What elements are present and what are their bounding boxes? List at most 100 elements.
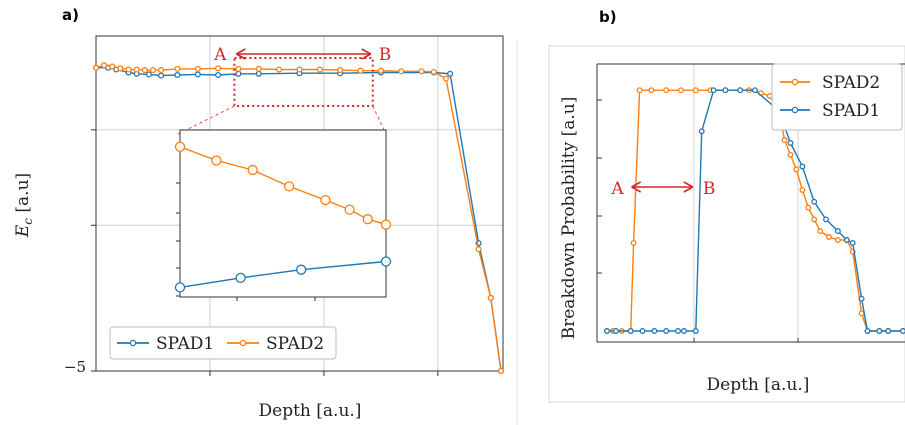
panel-b-series-spad1-point-8 — [692, 328, 699, 334]
panel-b-legend — [771, 63, 903, 131]
panel-b-legend-box — [771, 63, 903, 131]
panel-a-inset-spad2-point-4 — [320, 194, 331, 206]
panel-b-series-spad2-point-24 — [826, 234, 832, 240]
panel-a-series-spad2-point-13 — [255, 65, 262, 72]
panel-a-inset-spad2-point-3 — [283, 181, 295, 192]
panel-b-series-spad2-point-19 — [793, 166, 800, 173]
panel-b-series-spad1-point-6 — [675, 328, 681, 334]
panel-b-series-spad1-point-7 — [681, 328, 687, 334]
panel-a-series-spad2-point-24 — [475, 246, 482, 253]
panel-b-legend-marker-spad2 — [791, 78, 799, 86]
panel-a-legend-label-spad2: SPAD2 — [266, 334, 324, 354]
panel-a-series-spad1-point-8 — [194, 71, 201, 78]
panel-a-legend — [109, 326, 337, 360]
panel-b-series-spad1-point-1 — [612, 328, 619, 334]
panel-a-legend-marker-spad2 — [239, 339, 247, 347]
panel-a-series-spad2-point-8 — [158, 67, 165, 74]
panel-a-inset-spad2-point-2 — [247, 164, 258, 176]
panel-a-series-spad1-point-6 — [158, 72, 165, 79]
panel-a-series-spad2-point-17 — [337, 67, 344, 74]
panel-a-label-B: B — [379, 45, 392, 65]
panel-b-series-spad2-point-6 — [648, 87, 655, 94]
panel-b-label-B: B — [703, 179, 716, 199]
panel-b-border — [548, 45, 905, 403]
panel-a-series-spad2-point-18 — [357, 67, 364, 74]
panel-a-range-arrow-head-left — [235, 48, 246, 60]
panel-b-y-axis-label: Breakdown Probability [a.u] — [559, 97, 579, 340]
panel-a-label-A: A — [213, 45, 227, 65]
panel-a-series-spad1-point-5 — [145, 71, 152, 78]
panel-b-series-spad1-point-11 — [722, 87, 729, 94]
panel-a-y-tick-label: −5 — [64, 358, 86, 376]
panel-a-series-spad1-point-10 — [235, 70, 242, 77]
panel-b-label: b) — [599, 8, 617, 26]
panel-a-legend-box — [109, 326, 337, 360]
panel-b-range-arrow-head-left — [631, 181, 642, 193]
panel-a-inset-spad1-point-2 — [296, 264, 307, 275]
panel-b-series-spad2-point-21 — [805, 204, 812, 211]
panel-a-series-spad2-point-23 — [442, 75, 450, 82]
panel-b-legend-marker-spad1 — [791, 106, 799, 114]
panel-a-series-spad2-point-15 — [296, 66, 303, 73]
panel-b-series-spad2-point-8 — [678, 87, 684, 94]
panel-b-series-spad2-point-22 — [811, 216, 818, 223]
panel-b-series-spad2-point-20 — [799, 187, 806, 193]
panel-b-series-spad1-point-25 — [885, 328, 892, 334]
panel-b-series-spad1-point-20 — [843, 237, 850, 243]
panel-a-inset-spad2-point-7 — [380, 219, 392, 230]
panel-b-series-spad1-point-24 — [876, 328, 883, 334]
panel-b-label-A: A — [610, 179, 624, 199]
panel-a-frame — [95, 35, 504, 372]
panel-b-series-spad2-point-23 — [817, 228, 824, 235]
panel-b-legend-label-spad1: SPAD1 — [822, 101, 880, 121]
panel-a-series-spad2-point-9 — [174, 65, 181, 72]
panel-a-label: a) — [62, 6, 79, 24]
panel-a-legend-label-spad1: SPAD1 — [156, 334, 214, 354]
panel-b-series-spad2-point-18 — [787, 151, 794, 158]
panel-a-series-spad2-point-12 — [235, 65, 242, 72]
panel-b-series-spad1-point-9 — [698, 128, 705, 135]
panel-b-legend-label-spad2: SPAD2 — [822, 73, 880, 93]
panel-a-series-spad2-point-3 — [117, 65, 124, 72]
panel-a-range-arrow-head-right — [361, 48, 372, 60]
panel-b-series-spad1-point-18 — [823, 216, 829, 223]
panel-b-x-axis-label: Depth [a.u.] — [707, 375, 810, 395]
panel-a-inset-spad2-point-5 — [344, 204, 355, 215]
panel-b-series-spad1-point-17 — [811, 198, 818, 205]
panel-b-series-spad2-point-15 — [766, 93, 773, 99]
panel-a-series-spad2-point-5 — [133, 66, 140, 73]
panel-a-series-spad2-point-19 — [377, 67, 384, 74]
panel-b-series-spad1-point-5 — [663, 328, 670, 334]
panel-a-series-spad2-point-22 — [430, 68, 437, 75]
panel-b-series-spad1-point-13 — [752, 87, 758, 94]
panel-a-series-spad2-point-20 — [398, 68, 405, 75]
panel-b-series-spad1-point-16 — [799, 163, 806, 170]
panel-a-y-axis-label: Ec [a.u] — [13, 173, 35, 238]
panel-b-series-spad1-point-23 — [864, 328, 871, 334]
panel-a-series-spad1-point-9 — [215, 71, 222, 79]
panel-a-series-spad2-point-1 — [101, 62, 108, 69]
panel-a-inset-spad1-point-3 — [380, 256, 392, 267]
panel-a-series-spad1-point-7 — [174, 71, 181, 79]
panel-b-series-spad1-point-12 — [737, 87, 744, 94]
panel-b-series-spad2-point-5 — [636, 87, 643, 94]
panel-a-series-spad2-point-11 — [215, 65, 222, 72]
panel-b-series-spad1-point-4 — [651, 328, 658, 334]
panel-a-inset-spad1-point-1 — [235, 272, 246, 284]
panel-b-series-spad1-point-21 — [849, 239, 856, 246]
panel-b-series-spad1-point-3 — [639, 328, 646, 334]
panel-a-inset-spad1-point-0 — [174, 282, 186, 293]
panel-b-series-spad2-point-28 — [858, 310, 865, 317]
panel-b-range-arrow-head-right — [683, 181, 694, 193]
panel-a-inset-spad2-point-0 — [174, 141, 186, 152]
panel-a-series-spad2-point-14 — [276, 66, 283, 73]
panel-b-series-spad1-point-22 — [858, 295, 865, 302]
panel-a-inset-spad2-point-6 — [362, 214, 373, 225]
panel-b-series-spad2-point-9 — [692, 87, 699, 94]
panel-a-x-axis-label: Depth [a.u.] — [259, 401, 362, 421]
panel-b-series-spad1-point-19 — [834, 228, 841, 235]
panel-b-series-spad1-point-0 — [604, 328, 610, 334]
panel-a-series-spad2-point-2 — [109, 63, 116, 70]
panel-b-series-spad1-point-2 — [627, 328, 634, 334]
